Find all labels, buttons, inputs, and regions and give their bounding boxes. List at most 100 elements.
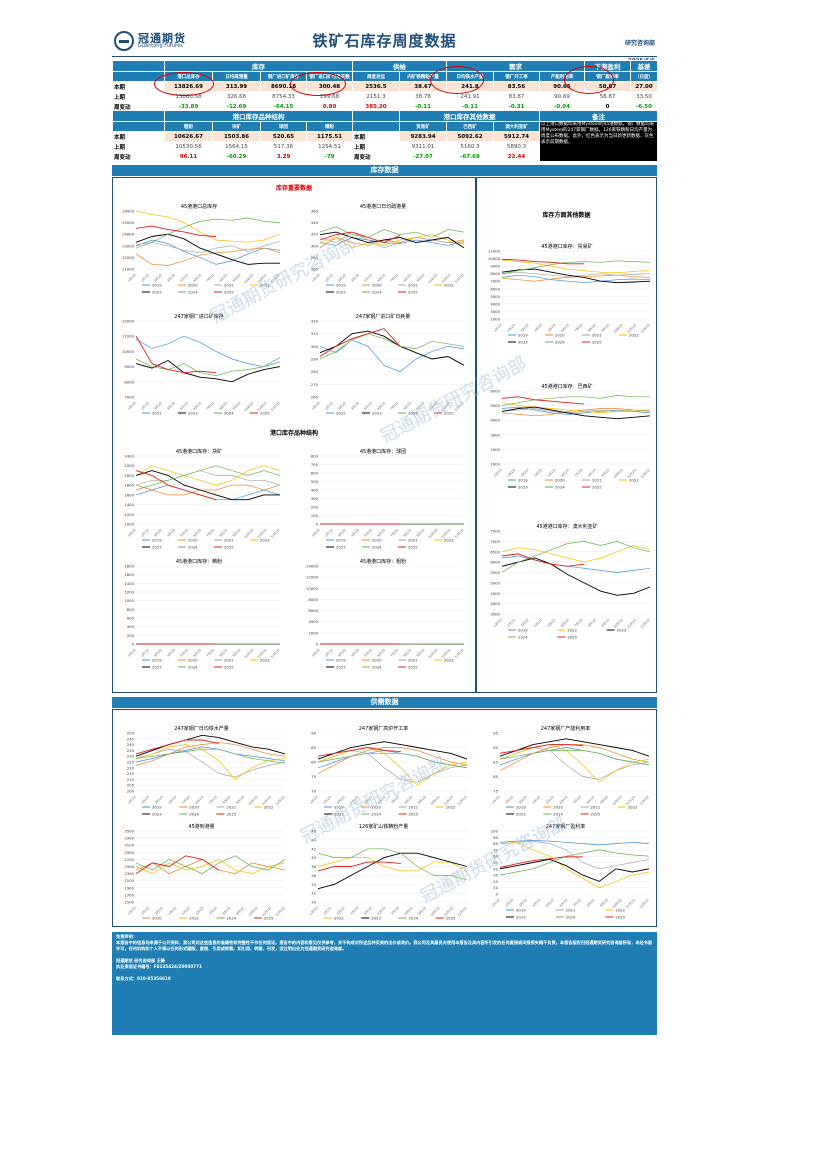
y-tick-label: 280 bbox=[311, 369, 319, 374]
y-tick-label: 2200 bbox=[124, 463, 134, 468]
x-tick-label: 5月1日 bbox=[547, 618, 557, 628]
x-tick-label: 8月1日 bbox=[222, 906, 232, 916]
disclaimer-body: 本报告中的信息均来源于公开资料，我公司对这些信息的准确性和完整性不作任何保证。报… bbox=[116, 940, 653, 951]
x-tick-label: 1月1日 bbox=[493, 468, 503, 478]
y-tick-label: 30 bbox=[311, 900, 316, 905]
x-tick-label: 8月1日 bbox=[403, 273, 413, 283]
table-row: 上期 10530.56 1564.15 517.36 1254.51 上期 93… bbox=[112, 141, 658, 152]
chart-title: 45港港口库存：精粉 bbox=[176, 558, 222, 565]
y-tick-label: 3000 bbox=[490, 309, 500, 314]
y-tick-label: 1600 bbox=[124, 572, 134, 577]
y-tick-label: 1700 bbox=[124, 892, 134, 897]
x-tick-label: 2月1日 bbox=[140, 528, 150, 538]
x-tick-label: 6月1日 bbox=[559, 898, 569, 908]
x-tick-label: 9月1日 bbox=[232, 648, 242, 658]
legend-label: 2024 bbox=[409, 916, 419, 921]
y-tick-label: 100 bbox=[491, 829, 499, 834]
legend-label: 2022 bbox=[260, 283, 270, 288]
x-tick-label: 9月1日 bbox=[601, 468, 611, 478]
legend-label: 2024 bbox=[372, 665, 382, 670]
x-tick-label: 7月1日 bbox=[389, 273, 399, 283]
series-line bbox=[135, 335, 281, 367]
x-tick-label: 2月1日 bbox=[140, 401, 150, 411]
y-tick-label: 250 bbox=[127, 731, 135, 736]
company-logo: 冠通期货 Guantong Futures bbox=[114, 31, 234, 53]
x-tick-label: 10月1日 bbox=[427, 273, 438, 284]
x-tick-label: 8月1日 bbox=[219, 528, 229, 538]
x-tick-label: 3月1日 bbox=[153, 401, 163, 411]
x-tick-label: 6月1日 bbox=[376, 528, 386, 538]
x-tick-label: 1月1日 bbox=[491, 795, 501, 805]
y-tick-label: 2400 bbox=[124, 454, 134, 459]
x-tick-label: 4月1日 bbox=[166, 528, 176, 538]
x-tick-label: 9月1日 bbox=[232, 401, 242, 411]
x-tick-label: 11月1日 bbox=[440, 528, 451, 539]
series-line bbox=[319, 231, 465, 249]
y-tick-label: 50 bbox=[493, 860, 498, 865]
x-tick-label: 11月1日 bbox=[256, 528, 267, 539]
notes-text: 以上港口数据均采用Mysteel的45港数据，钢厂数据均采用Mysteel的24… bbox=[539, 121, 659, 162]
legend-label: 2025 bbox=[224, 545, 234, 550]
y-tick-label: 40 bbox=[493, 866, 498, 871]
disclaimer-heading: 免责声明： bbox=[116, 934, 137, 939]
x-tick-label: 12月1日 bbox=[270, 273, 281, 284]
legend-label: 2022 bbox=[444, 658, 454, 663]
x-tick-label: 9月1日 bbox=[232, 528, 242, 538]
series-line bbox=[135, 855, 220, 874]
series-line bbox=[135, 239, 281, 265]
y-tick-label: 2300 bbox=[124, 871, 134, 876]
series-line bbox=[135, 470, 280, 501]
legend-label: 2020 bbox=[188, 283, 198, 288]
legend-label: 2024 bbox=[224, 411, 234, 416]
x-tick-label: 4月1日 bbox=[166, 401, 176, 411]
legend-label: 2020 bbox=[371, 805, 381, 810]
x-tick-label: 4月1日 bbox=[350, 906, 360, 916]
legend-label: 2021 bbox=[152, 411, 162, 416]
x-tick-label: 6月1日 bbox=[376, 273, 386, 283]
x-tick-label: 8月1日 bbox=[587, 323, 597, 333]
y-tick-label: 800 bbox=[127, 607, 135, 612]
x-tick-label: 1月1日 bbox=[311, 273, 321, 283]
x-tick-label: 8月1日 bbox=[222, 795, 232, 805]
x-tick-label: 2月1日 bbox=[140, 273, 150, 283]
series-line bbox=[317, 750, 468, 783]
y-tick-label: 5000 bbox=[490, 403, 500, 408]
x-tick-label: 6月1日 bbox=[377, 906, 387, 916]
y-tick-label: 1000 bbox=[124, 522, 134, 527]
x-tick-label: 1月1日 bbox=[127, 906, 137, 916]
x-tick-label: 2月1日 bbox=[324, 273, 334, 283]
y-tick-label: 70 bbox=[311, 789, 316, 794]
x-tick-label: 2月1日 bbox=[506, 323, 516, 333]
x-tick-label: 9月1日 bbox=[601, 323, 611, 333]
y-tick-label: 1200 bbox=[124, 512, 134, 517]
x-tick-label: 3月1日 bbox=[518, 795, 528, 805]
supply-demand-box bbox=[112, 709, 657, 927]
x-tick-label: 10月1日 bbox=[243, 273, 254, 284]
x-tick-label: 2月1日 bbox=[140, 648, 150, 658]
x-tick-label: 2月1日 bbox=[504, 898, 514, 908]
legend-label: 2019 bbox=[334, 805, 344, 810]
group-port-structure: 港口库存品种结构 bbox=[164, 110, 353, 122]
chart-title: 45港港口库存：粗粉 bbox=[360, 558, 406, 565]
x-tick-label: 5月1日 bbox=[363, 528, 373, 538]
y-tick-label: 14000 bbox=[306, 564, 319, 569]
y-tick-label: 15000 bbox=[122, 220, 135, 225]
y-tick-label: 1400 bbox=[124, 581, 134, 586]
y-tick-label: 90 bbox=[493, 745, 498, 750]
y-tick-label: 2700 bbox=[124, 857, 134, 862]
chart-c5: 45港港口库存：块矿 2400 2200 2000 1800 1600 1400 1200 10… bbox=[124, 448, 280, 550]
y-tick-label: 3300 bbox=[124, 836, 134, 841]
y-tick-label: 200 bbox=[127, 633, 135, 638]
x-tick-label: 3月1日 bbox=[337, 648, 347, 658]
x-tick-label: 6月1日 bbox=[559, 795, 569, 805]
x-tick-label: 4月1日 bbox=[533, 323, 543, 333]
series-line bbox=[317, 861, 401, 872]
series-line bbox=[501, 545, 651, 563]
legend-label: 2019 bbox=[336, 538, 346, 543]
y-tick-label: 270 bbox=[311, 382, 319, 387]
y-tick-label: 240 bbox=[127, 742, 135, 747]
x-tick-label: 2月1日 bbox=[140, 795, 150, 805]
x-tick-label: 1月1日 bbox=[127, 648, 137, 658]
chart-title: 247家钢厂进口矿库存 bbox=[174, 313, 224, 320]
y-tick-label: 100 bbox=[311, 513, 319, 518]
